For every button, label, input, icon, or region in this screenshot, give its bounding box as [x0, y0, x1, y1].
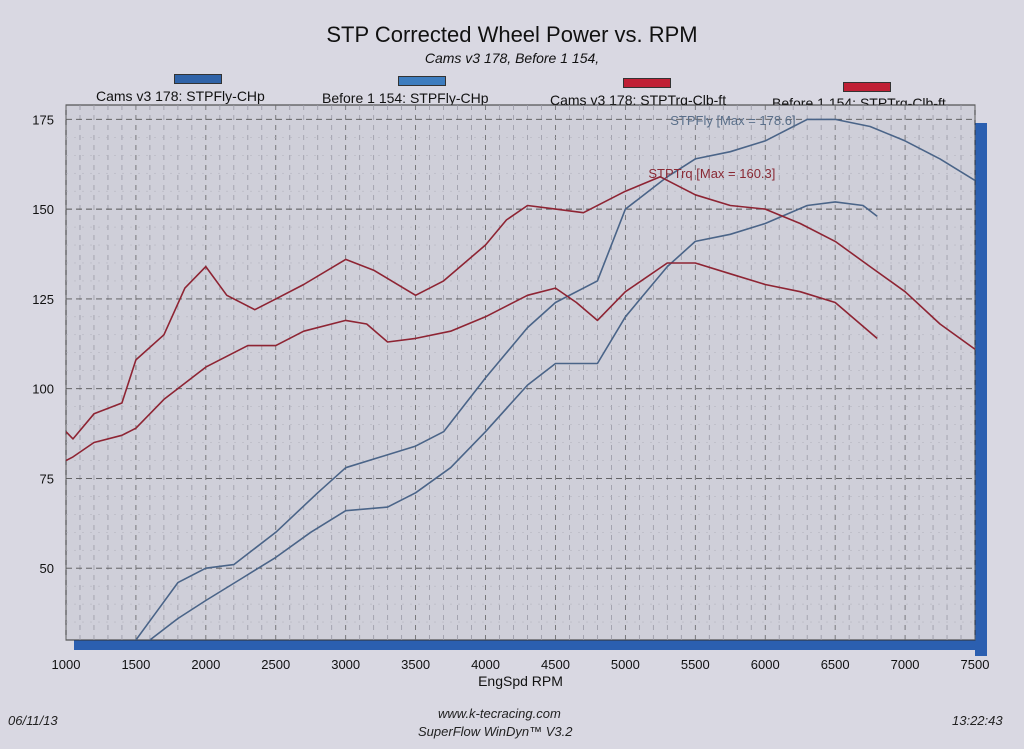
legend-label-2: Cams v3 178: STPTrq-Clb-ft	[550, 92, 727, 108]
y-tick-label: 125	[32, 292, 54, 307]
series-line-3	[66, 262, 878, 462]
x-tick-label: 3500	[401, 657, 430, 672]
y-tick-label: 100	[32, 382, 54, 397]
x-tick-label: 1000	[52, 657, 81, 672]
x-axis-label: EngSpd RPM	[478, 673, 563, 689]
x-tick-label: 3000	[331, 657, 360, 672]
y-tick-label: 50	[40, 561, 54, 576]
annotation-0: STPFly [Max = 178.6]	[670, 113, 795, 128]
series-line-2	[66, 176, 975, 440]
legend-label-1: Before 1 154: STPFly-CHp	[322, 90, 489, 106]
x-tick-label: 6500	[821, 657, 850, 672]
y-tick-label: 75	[40, 471, 54, 486]
y-tick-label: 175	[32, 112, 54, 127]
x-tick-label: 4000	[471, 657, 500, 672]
annotation-1: STPTrq [Max = 160.3]	[648, 166, 775, 181]
plot-area	[65, 104, 976, 641]
x-tick-label: 5500	[681, 657, 710, 672]
chart-title: STP Corrected Wheel Power vs. RPM	[326, 22, 698, 47]
x-tick-label: 7000	[891, 657, 920, 672]
y-tick-label: 150	[32, 202, 54, 217]
footer-website: www.k-tecracing.com	[438, 706, 561, 721]
x-tick-label: 4500	[541, 657, 570, 672]
x-tick-label: 1500	[121, 657, 150, 672]
x-tick-label: 7500	[961, 657, 990, 672]
footer-date: 06/11/13	[8, 713, 58, 728]
legend-label-0: Cams v3 178: STPFly-CHp	[96, 88, 265, 104]
footer-time: 13:22:43	[952, 713, 1003, 728]
legend-swatch-0	[174, 74, 222, 84]
plot-shadow-bottom	[74, 640, 987, 650]
legend-swatch-2	[623, 78, 671, 88]
chart-subtitle: Cams v3 178, Before 1 154,	[424, 50, 600, 66]
x-tick-label: 2000	[191, 657, 220, 672]
legend-swatch-1	[398, 76, 446, 86]
series-line-1	[149, 201, 878, 640]
footer-software: SuperFlow WinDyn™ V3.2	[418, 724, 573, 739]
plot-shadow-right	[975, 123, 987, 656]
x-tick-label: 2500	[261, 657, 290, 672]
x-tick-label: 6000	[751, 657, 780, 672]
x-tick-label: 5000	[611, 657, 640, 672]
series-line-0	[135, 118, 975, 640]
legend-swatch-3	[843, 82, 891, 92]
